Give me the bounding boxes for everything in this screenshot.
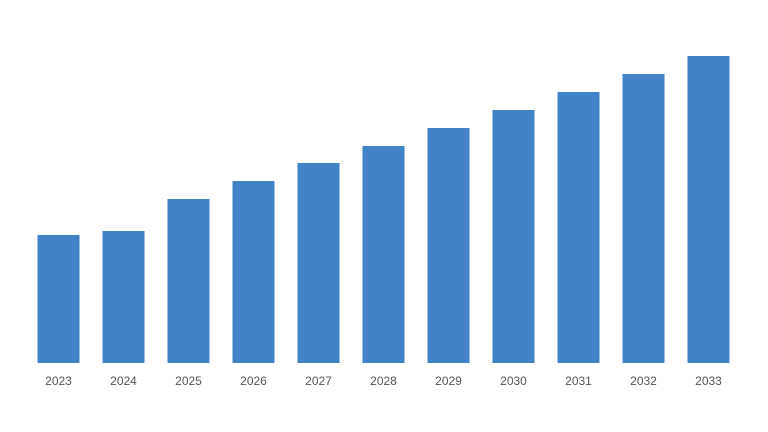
x-tick-label: 2033 (695, 374, 722, 388)
bar (687, 56, 730, 363)
x-tick-label: 2024 (110, 374, 137, 388)
bar (362, 146, 405, 363)
bar (167, 199, 210, 363)
x-tick-label: 2029 (435, 374, 462, 388)
x-tick-label: 2032 (630, 374, 657, 388)
bar (297, 163, 340, 363)
x-tick-label: 2031 (565, 374, 592, 388)
bar (427, 128, 470, 363)
bar (557, 92, 600, 363)
x-tick-label: 2027 (305, 374, 332, 388)
bar (37, 235, 80, 363)
bar (232, 181, 275, 363)
bar (622, 74, 665, 363)
x-tick-label: 2030 (500, 374, 527, 388)
x-tick-label: 2028 (370, 374, 397, 388)
x-tick-label: 2025 (175, 374, 202, 388)
bar (102, 231, 145, 363)
x-tick-label: 2026 (240, 374, 267, 388)
bar (492, 110, 535, 363)
x-tick-label: 2023 (45, 374, 72, 388)
